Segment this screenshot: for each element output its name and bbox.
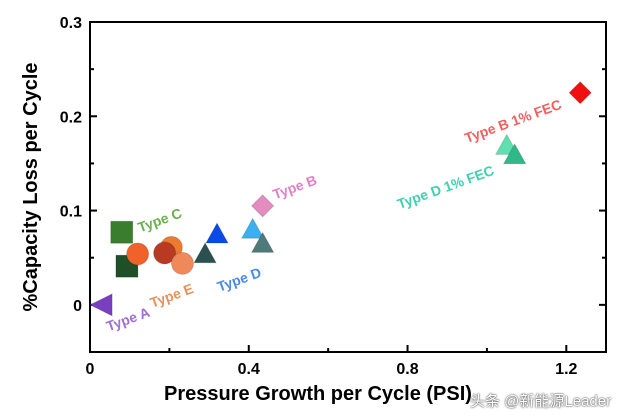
data-point-triangle (193, 241, 217, 264)
x-tick-label: 1.2 (555, 361, 577, 378)
annotation-label: Type D 1% FEC (395, 162, 496, 212)
y-tick-label: 0.1 (60, 204, 82, 221)
x-axis-label: Pressure Growth per Cycle (PSI) (164, 383, 472, 405)
watermark: 头条 @新能源Leader (470, 393, 612, 410)
data-point-diamond (250, 194, 275, 218)
data-point-triangle (205, 222, 229, 244)
x-tick-label: 0.8 (396, 361, 418, 378)
annotation-label: Type D (215, 264, 263, 295)
x-tick-label: 0 (86, 361, 95, 378)
plot-frame (89, 21, 607, 353)
x-tick-label: 0.4 (238, 361, 260, 378)
data-point-triangle (88, 293, 113, 317)
y-axis-label: %Capacity Loss per Cycle (20, 63, 42, 312)
data-point-triangle (250, 231, 275, 253)
y-tick-label: 0.2 (60, 109, 82, 126)
data-point-diamond (568, 81, 592, 105)
data-point-circle (126, 242, 150, 266)
data-point-square (110, 220, 134, 244)
data-point-circle (170, 251, 194, 275)
data-point-triangle (502, 142, 527, 165)
y-tick-label: 0 (73, 298, 82, 315)
annotation-label: Type B 1% FEC (462, 96, 563, 146)
y-tick-label: 0.3 (60, 15, 82, 32)
data-point-triangle (240, 217, 265, 239)
annotation-label: Type E (148, 280, 196, 310)
annotation-label: Type B (271, 172, 319, 203)
data-point-circle (153, 241, 177, 265)
annotation-label: Type C (136, 205, 184, 236)
